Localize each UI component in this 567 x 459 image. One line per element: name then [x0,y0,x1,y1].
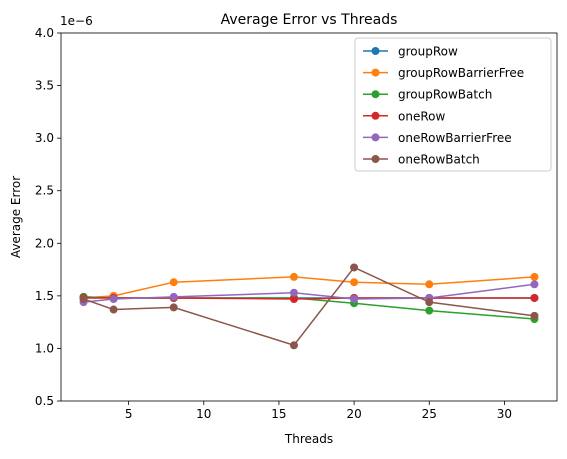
data-point [350,263,359,272]
legend-swatch-marker [371,47,380,55]
data-point [350,278,359,287]
x-tick-label: 5 [125,407,133,421]
data-point [530,272,539,281]
data-point [289,341,298,350]
x-tick-label: 20 [346,407,361,421]
plot-area: 5 10 15 20 25 30 0.5 1.0 1.5 2.0 2.5 3.0 3.5 4.0 [35,26,558,421]
y-tick-label: 3.5 [35,79,54,93]
data-point [425,306,434,315]
y-offset-label: 1e−6 [60,14,93,28]
x-axis-label: Threads [284,432,333,446]
data-point [425,280,434,289]
legend-swatch-marker [371,111,380,120]
legend-label: groupRow [398,45,458,59]
y-tick-label: 0.5 [35,394,54,408]
data-point [109,305,118,314]
data-point [169,292,178,301]
legend-swatch-marker [371,68,380,77]
data-point [169,303,178,312]
y-tick-label: 2.5 [35,184,54,198]
legend-swatch-marker [371,90,380,99]
y-tick-label: 4.0 [35,26,54,40]
data-point [530,293,539,302]
x-tick-label: 15 [271,407,286,421]
data-point [289,272,298,281]
data-point [289,295,298,304]
legend-swatch-marker [371,155,380,163]
data-point [530,280,539,289]
legend-label: oneRowBarrierFree [398,131,512,145]
data-point [425,298,434,307]
legend-label: oneRow [398,109,445,123]
y-axis-label: Average Error [9,176,23,258]
data-point [109,295,118,304]
y-tick-label: 3.0 [35,131,54,145]
data-point [169,278,178,287]
chart-title: Average Error vs Threads [221,12,398,28]
x-tick-label: 30 [497,407,512,421]
legend: groupRow groupRowBarrierFree groupRowBatch… [354,37,552,172]
legend-label: groupRowBarrierFree [398,66,524,80]
legend-swatch-marker [371,133,380,142]
legend-box [354,37,552,172]
y-tick-label: 1.5 [35,289,54,303]
data-point [289,288,298,297]
legend-label: groupRowBatch [398,88,492,102]
legend-label: oneRowBatch [398,153,480,167]
series-oneRowBatch [79,263,539,350]
data-point [79,295,88,304]
y-tick-label: 1.0 [35,341,54,355]
data-point [530,311,539,320]
x-tick-label: 25 [422,407,437,421]
axes-frame [60,32,558,402]
data-point [350,295,359,304]
x-tick-label: 10 [196,407,211,421]
y-tick-label: 2.0 [35,236,54,250]
